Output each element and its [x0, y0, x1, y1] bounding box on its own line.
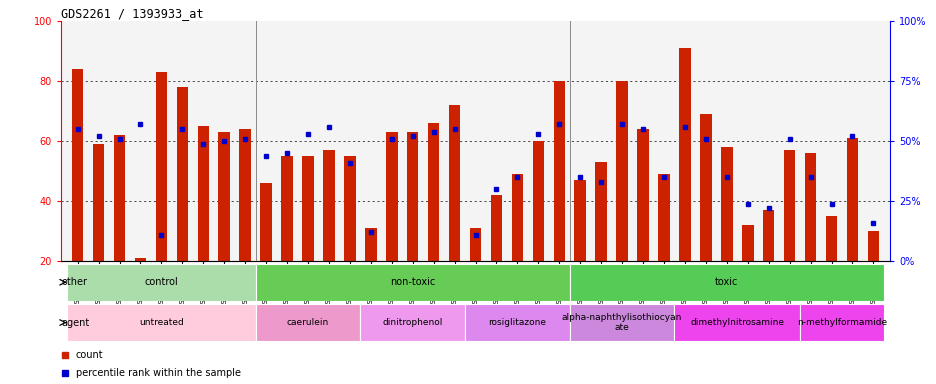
Bar: [825, 216, 837, 261]
Bar: [469, 228, 481, 261]
Bar: [448, 105, 460, 261]
Bar: [846, 138, 857, 261]
Bar: [281, 156, 293, 261]
Text: agent: agent: [62, 318, 90, 328]
Text: alpha-naphthylisothiocyan
ate: alpha-naphthylisothiocyan ate: [562, 313, 681, 332]
Text: control: control: [144, 277, 178, 287]
Bar: [240, 129, 251, 261]
Bar: [344, 156, 356, 261]
Bar: [176, 87, 188, 261]
Bar: [93, 144, 104, 261]
Bar: [799, 304, 883, 341]
Bar: [155, 72, 167, 261]
Bar: [256, 304, 360, 341]
Bar: [406, 132, 418, 261]
Bar: [741, 225, 753, 261]
Bar: [553, 81, 564, 261]
Text: dinitrophenol: dinitrophenol: [382, 318, 443, 327]
Bar: [260, 183, 271, 261]
Bar: [365, 228, 376, 261]
Text: toxic: toxic: [714, 277, 738, 287]
Bar: [804, 153, 815, 261]
Text: non-toxic: non-toxic: [389, 277, 435, 287]
Bar: [323, 150, 334, 261]
Text: n-methylformamide: n-methylformamide: [797, 318, 886, 327]
Bar: [721, 147, 732, 261]
Bar: [67, 304, 256, 341]
Bar: [113, 135, 125, 261]
Bar: [135, 258, 146, 261]
Bar: [674, 304, 799, 341]
Bar: [360, 304, 464, 341]
Bar: [490, 195, 502, 261]
Bar: [679, 48, 690, 261]
Bar: [256, 264, 569, 301]
Bar: [636, 129, 648, 261]
Bar: [657, 174, 669, 261]
Bar: [699, 114, 710, 261]
Bar: [532, 141, 544, 261]
Bar: [428, 123, 439, 261]
Bar: [197, 126, 209, 261]
Bar: [762, 210, 774, 261]
Text: caerulein: caerulein: [286, 318, 329, 327]
Text: untreated: untreated: [139, 318, 183, 327]
Bar: [511, 174, 522, 261]
Bar: [783, 150, 795, 261]
Bar: [302, 156, 314, 261]
Bar: [67, 264, 256, 301]
Text: GDS2261 / 1393933_at: GDS2261 / 1393933_at: [61, 7, 203, 20]
Text: dimethylnitrosamine: dimethylnitrosamine: [690, 318, 783, 327]
Bar: [616, 81, 627, 261]
Bar: [569, 304, 674, 341]
Text: other: other: [62, 277, 87, 287]
Bar: [218, 132, 229, 261]
Bar: [867, 231, 878, 261]
Bar: [464, 304, 569, 341]
Text: rosiglitazone: rosiglitazone: [488, 318, 546, 327]
Text: percentile rank within the sample: percentile rank within the sample: [76, 368, 241, 378]
Bar: [569, 264, 883, 301]
Bar: [72, 69, 83, 261]
Bar: [594, 162, 607, 261]
Bar: [386, 132, 397, 261]
Text: count: count: [76, 350, 103, 360]
Bar: [574, 180, 585, 261]
